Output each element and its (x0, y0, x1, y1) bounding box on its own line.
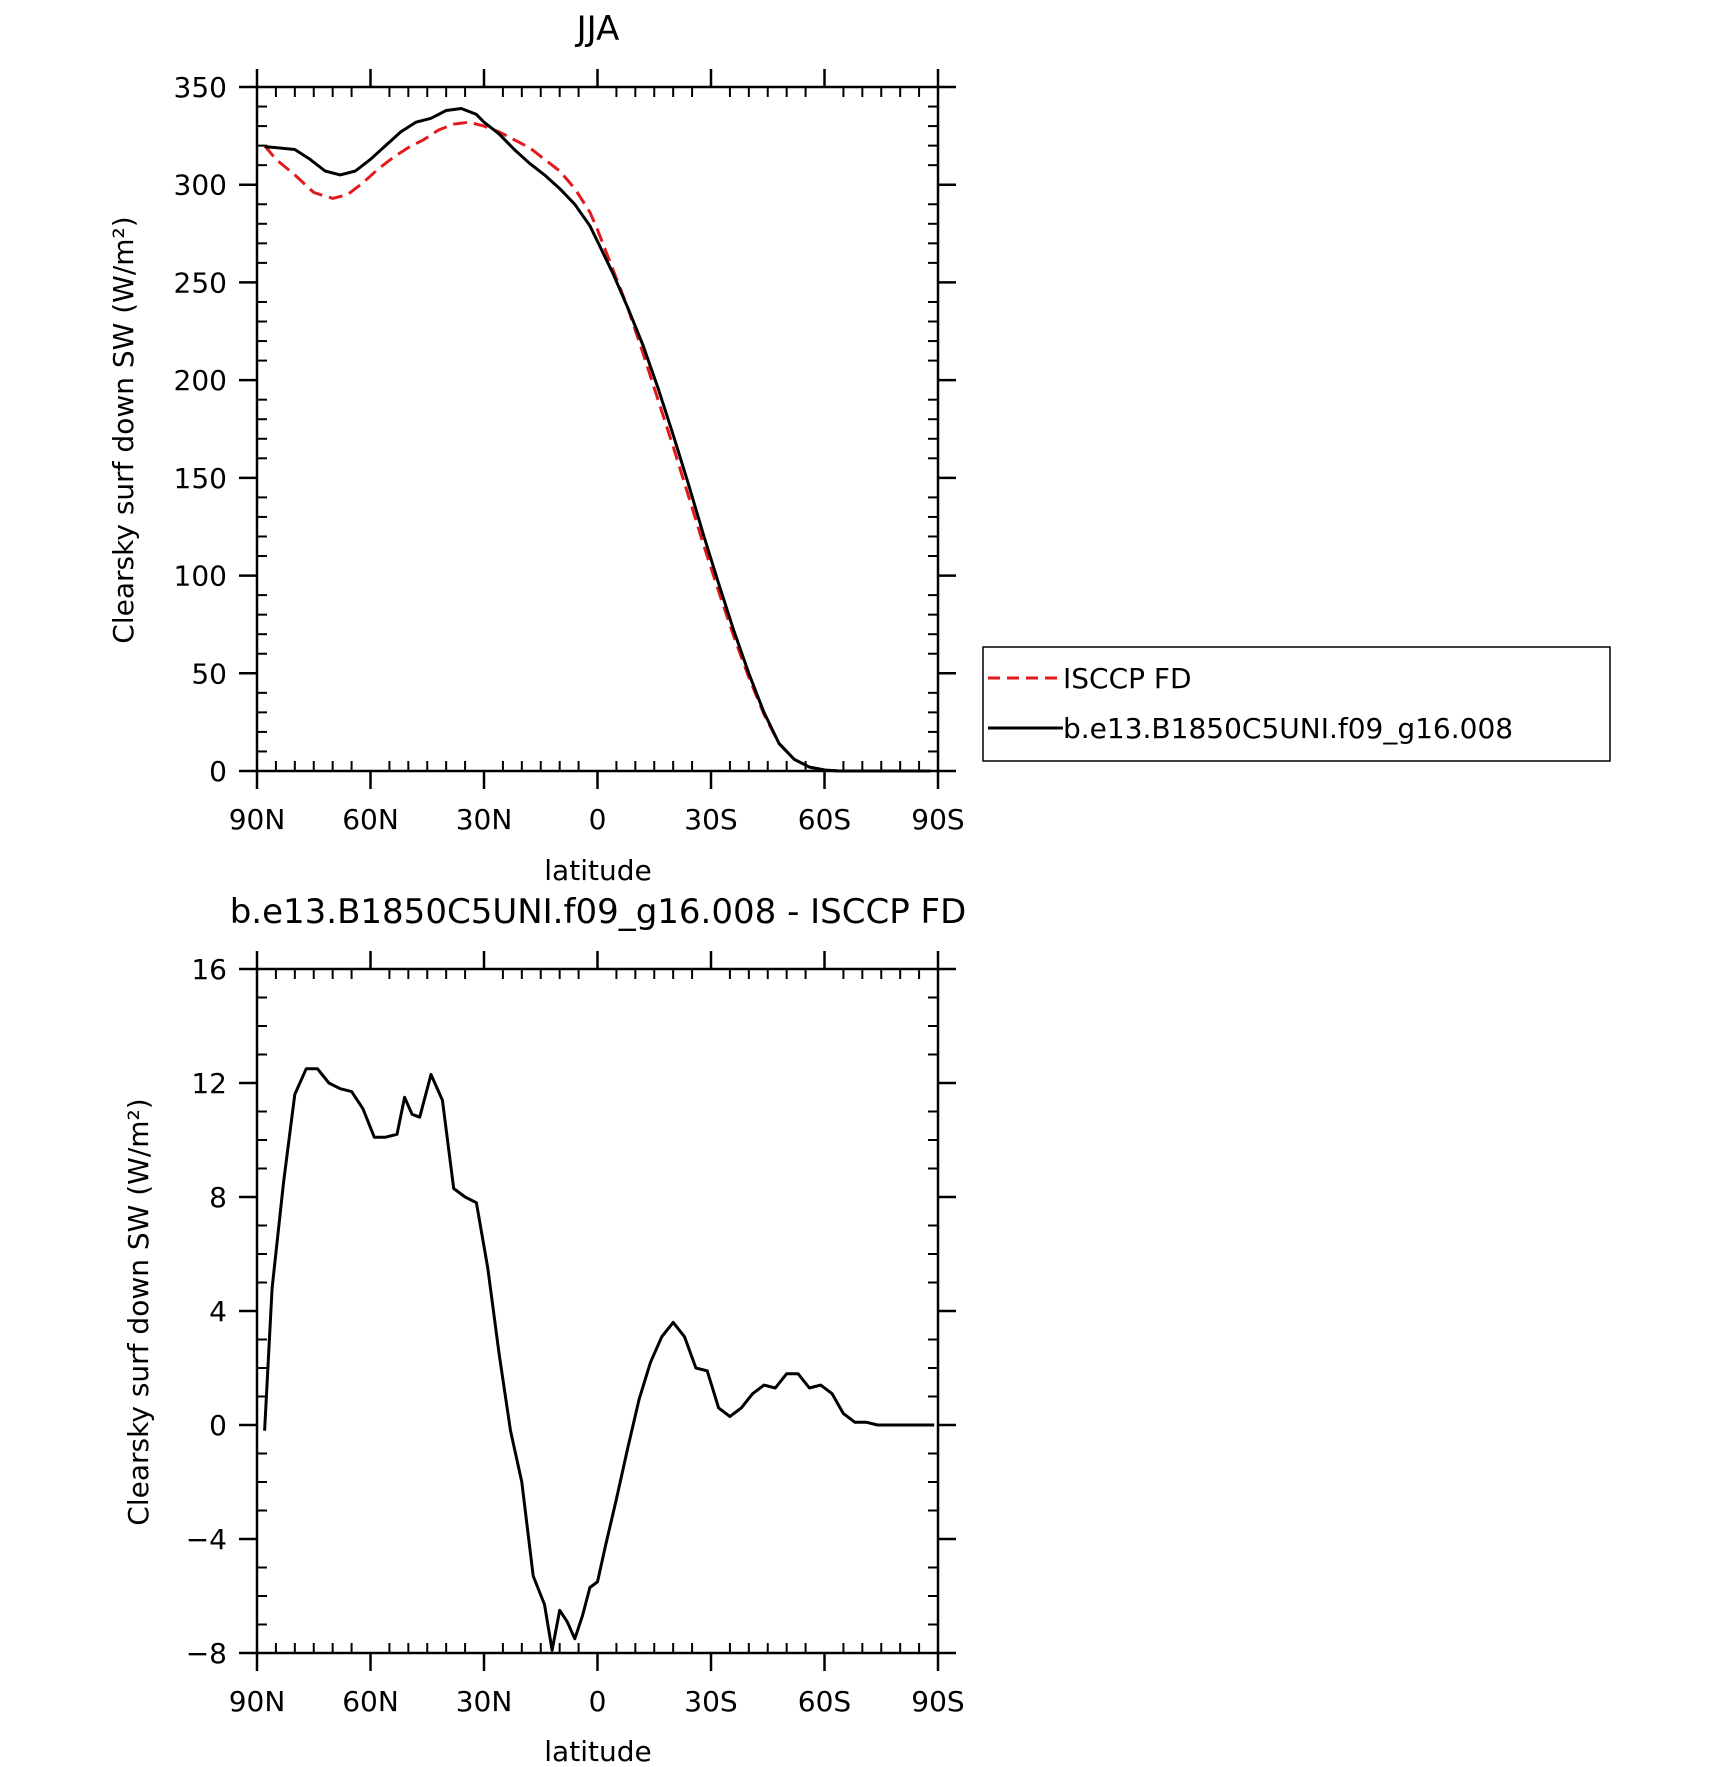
bottom-chart-title: b.e13.B1850C5UNI.f09_g16.008 - ISCCP FD (230, 892, 967, 932)
bottom-chart-ticks: 90N 60N 30N 0 30S 60S 90S −8 −4 0 4 8 12 16 (186, 951, 965, 1718)
top-chart-y-axis-title: Clearsky surf down SW (W/m²) (107, 216, 140, 643)
legend: ISCCP FD b.e13.B1850C5UNI.f09_g16.008 (982, 646, 1611, 762)
top-chart-lines (263, 107, 931, 773)
top-chart-ticks: 90N 60N 30N 0 30S 60S 90S 0 50 100 150 200 250 300 350 (174, 69, 965, 836)
top-y-tick-label: 250 (174, 266, 227, 299)
top-x-tick-label: 90N (229, 803, 286, 836)
top-x-tick-label: 30N (456, 803, 513, 836)
top-y-tick-label: 0 (209, 755, 227, 788)
top-chart-panel: JJA 90N 60N 30N 0 30S 60S 90S 0 50 100 150 200 250 30… (107, 9, 965, 887)
top-y-tick-label: 200 (174, 364, 227, 397)
top-series-line-1 (264, 107, 931, 773)
bottom-x-tick-label: 60N (342, 1685, 399, 1718)
top-x-tick-label: 30S (684, 803, 737, 836)
bottom-y-tick-label: 12 (191, 1067, 227, 1100)
bottom-chart-lines (263, 1067, 935, 1652)
bottom-x-tick-label: 90S (911, 1685, 964, 1718)
top-y-tick-label: 100 (174, 560, 227, 593)
top-x-tick-label: 0 (589, 803, 607, 836)
bottom-x-tick-label: 60S (798, 1685, 851, 1718)
top-x-tick-label: 60N (342, 803, 399, 836)
bottom-chart-x-axis-title: latitude (544, 1735, 651, 1767)
top-y-tick-label: 150 (174, 462, 227, 495)
top-x-tick-label: 90S (911, 803, 964, 836)
bottom-y-tick-label: −8 (186, 1637, 227, 1670)
top-y-tick-label: 300 (174, 169, 227, 202)
bottom-chart-y-axis-title: Clearsky surf down SW (W/m²) (122, 1098, 155, 1525)
bottom-x-tick-label: 90N (229, 1685, 286, 1718)
bottom-chart-panel: b.e13.B1850C5UNI.f09_g16.008 - ISCCP FD … (122, 892, 966, 1767)
bottom-y-tick-label: 8 (209, 1181, 227, 1214)
legend-label-model: b.e13.B1850C5UNI.f09_g16.008 (1063, 712, 1513, 745)
bottom-x-tick-label: 30S (684, 1685, 737, 1718)
top-x-tick-label: 60S (798, 803, 851, 836)
legend-box (982, 646, 1611, 762)
bottom-x-tick-label: 0 (589, 1685, 607, 1718)
top-y-tick-label: 350 (174, 71, 227, 104)
legend-label-isccp: ISCCP FD (1063, 662, 1192, 695)
top-chart-x-axis-title: latitude (544, 854, 651, 887)
top-chart-frame (255, 85, 940, 773)
top-y-tick-label: 50 (191, 657, 227, 690)
bottom-series-line-0 (263, 1067, 935, 1652)
bottom-x-tick-label: 30N (456, 1685, 513, 1718)
bottom-y-tick-label: 4 (209, 1295, 227, 1328)
top-chart-title: JJA (575, 9, 620, 49)
bottom-y-tick-label: 16 (191, 953, 227, 986)
bottom-chart-frame (255, 967, 940, 1655)
bottom-y-tick-label: 0 (209, 1409, 227, 1442)
bottom-y-tick-label: −4 (186, 1523, 227, 1556)
